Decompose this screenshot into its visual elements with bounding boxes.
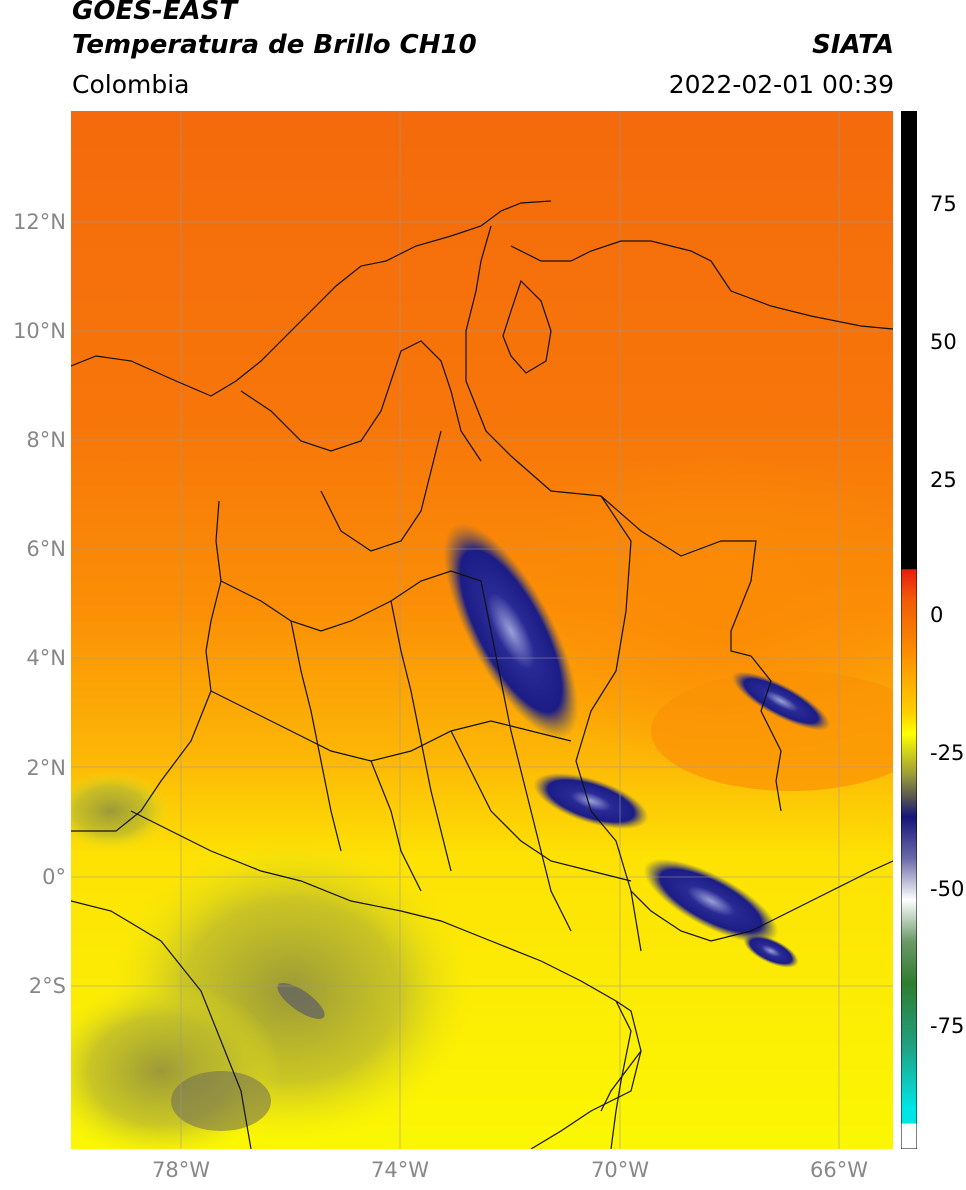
colorbar (901, 111, 917, 1149)
title-main: GOES-EAST (72, 0, 238, 26)
convective-cell-3 (643, 858, 779, 944)
cloud-streak-sw (277, 982, 325, 1020)
lat-label-2s: 2°S (28, 974, 66, 998)
colorbar-label-25: 25 (930, 468, 957, 492)
colorbar-label-minus25: -25 (930, 741, 965, 765)
borders (71, 200, 893, 1149)
lat-label-4n: 4°N (26, 646, 66, 670)
colorbar-label-0: 0 (930, 603, 944, 627)
timestamp: 2022-02-01 00:39 (668, 70, 894, 99)
lon-label-70w: 70°W (591, 1158, 649, 1182)
lon-label-66w: 66°W (810, 1158, 868, 1182)
colorbar-label-minus50: -50 (930, 877, 965, 901)
lat-label-12n: 12°N (13, 210, 66, 234)
lat-label-2n: 2°N (26, 756, 66, 780)
region-label: Colombia (72, 70, 190, 99)
convective-cell-main (443, 523, 579, 739)
lat-label-10n: 10°N (13, 319, 66, 343)
map-panel (71, 111, 893, 1149)
map-canvas (71, 111, 893, 1149)
convective-cell-4 (731, 671, 831, 731)
title-sub: Temperatura de Brillo CH10 (72, 30, 477, 60)
colorbar-label-75: 75 (930, 192, 957, 216)
east-orange-patch (651, 671, 893, 791)
convective-cell-5 (743, 934, 799, 968)
lon-label-78w: 78°W (152, 1158, 210, 1182)
lat-label-8n: 8°N (26, 428, 66, 452)
brand-label: SIATA (812, 30, 894, 60)
colorbar-label-50: 50 (930, 330, 957, 354)
colorbar-label-minus75: -75 (930, 1014, 965, 1038)
graticule (71, 111, 893, 1149)
lon-label-74w: 74°W (371, 1158, 429, 1182)
lat-label-6n: 6°N (26, 537, 66, 561)
dark-cloud-corner (171, 1071, 271, 1131)
lat-label-0: 0° (42, 865, 66, 889)
